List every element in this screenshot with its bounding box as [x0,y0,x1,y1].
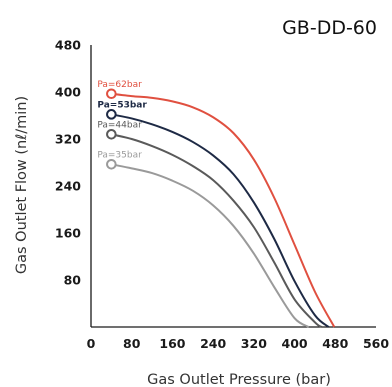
series-start-marker [106,129,117,140]
series-label: Pa=44bar [97,120,142,130]
x-tick-label: 480 [322,336,348,351]
x-tick-label: 560 [363,336,389,351]
y-tick-label: 240 [55,179,81,194]
series-label: Pa=53bar [97,100,147,110]
series-line [111,163,310,328]
series-layer: Pa=62bar Pa=53bar Pa=44bar Pa=35bar [97,80,336,328]
x-axis-title: Gas Outlet Pressure (bar) [147,372,331,387]
y-tick-label: 80 [64,273,82,288]
series-start-marker [106,88,117,100]
series-label: Pa=35bar [97,150,142,160]
x-tick-label: 400 [282,336,308,351]
y-tick-label: 320 [55,132,81,147]
y-tick-label: 400 [55,85,81,100]
series-line [111,133,323,328]
series-start-marker [106,158,117,170]
y-axis-title: Gas Outlet Flow (nℓ/min) [14,96,30,274]
x-tick-label: 320 [241,336,267,351]
x-tick-label: 240 [200,336,226,351]
x-tick-label: 80 [123,336,141,351]
chart-title: GB-DD-60 [282,17,377,39]
y-tick-label: 160 [55,226,81,241]
series-start-marker [106,109,117,120]
y-tick-label: 480 [55,38,81,53]
ticks-layer: 0 80 160 240 320 400 480 560 80 160 240 320 400 480 [55,38,389,352]
series-label: Pa=62bar [97,80,142,90]
series-line [111,113,330,328]
series-line [111,92,336,328]
x-tick-label: 160 [159,336,185,351]
x-tick-label: 0 [87,336,96,351]
